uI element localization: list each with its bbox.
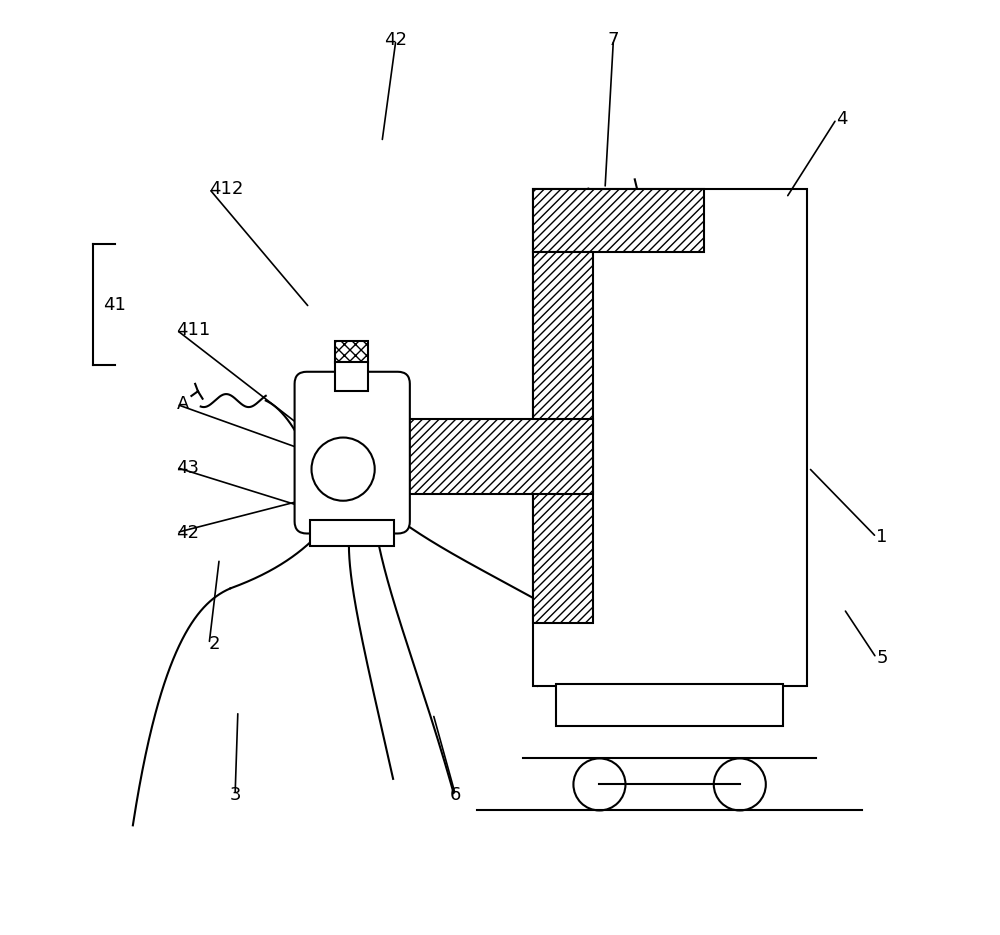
Bar	[533, 189, 704, 252]
FancyBboxPatch shape	[295, 372, 410, 534]
Text: 42: 42	[177, 524, 200, 541]
Text: 42: 42	[384, 31, 407, 49]
Text: 412: 412	[209, 180, 243, 197]
Bar	[533, 252, 593, 623]
Bar	[370, 419, 593, 494]
Text: 5: 5	[876, 649, 888, 667]
Text: 6: 6	[450, 785, 461, 804]
Bar	[533, 189, 807, 686]
Text: 2: 2	[209, 635, 221, 653]
Bar	[335, 341, 368, 364]
Text: 41: 41	[103, 295, 126, 314]
Text: 43: 43	[177, 458, 200, 477]
Bar	[335, 362, 368, 391]
Bar	[355, 389, 403, 419]
Text: 4: 4	[836, 110, 848, 128]
Text: 3: 3	[229, 785, 241, 804]
Bar	[316, 396, 390, 511]
Bar	[355, 494, 403, 525]
Text: 7: 7	[608, 31, 619, 49]
Text: 411: 411	[177, 321, 211, 339]
Bar	[310, 520, 394, 546]
Bar	[556, 684, 783, 726]
Text: 1: 1	[876, 528, 888, 546]
Text: A: A	[177, 396, 189, 413]
